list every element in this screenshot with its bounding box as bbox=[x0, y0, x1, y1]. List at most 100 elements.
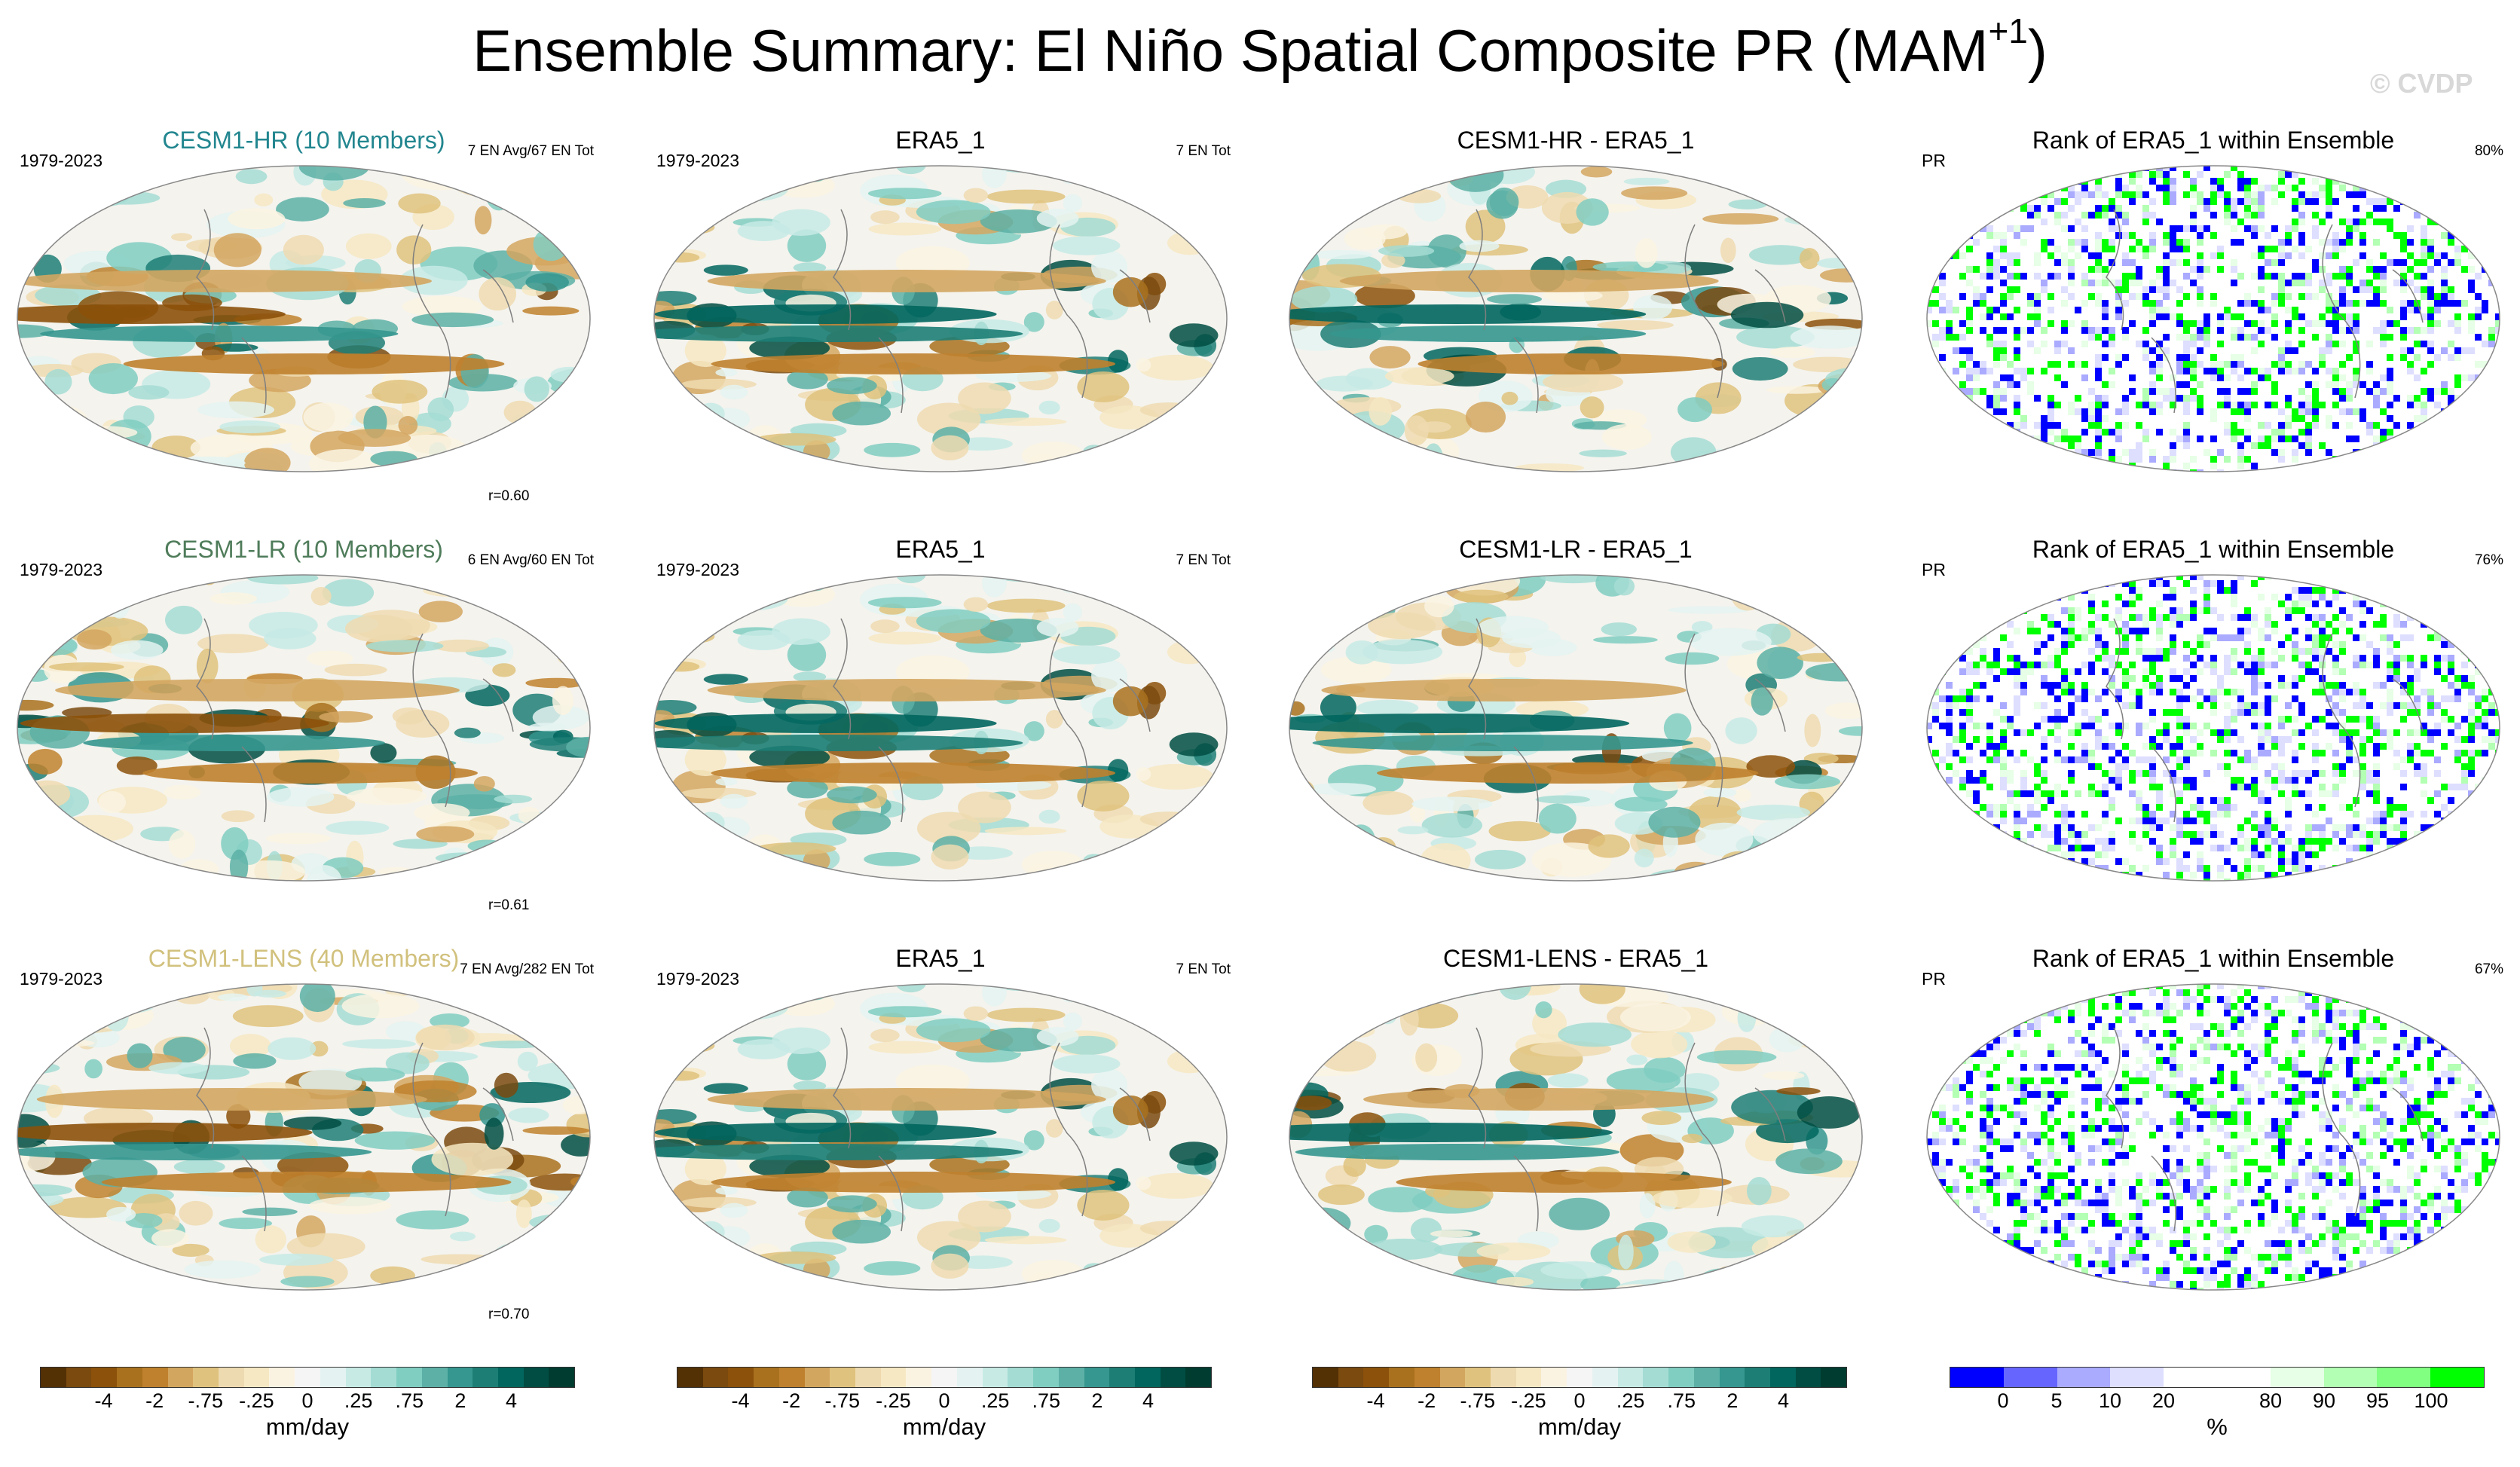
colorbar-tick-label: -.25 bbox=[239, 1389, 274, 1412]
colorbar-tick-label: -4 bbox=[1366, 1389, 1385, 1412]
colorbar-cell bbox=[1617, 1368, 1644, 1387]
global-map bbox=[17, 983, 591, 1291]
colorbar-tick-label: -4 bbox=[731, 1389, 750, 1412]
period-label: 1979-2023 bbox=[20, 151, 102, 170]
colorbar-tick-label: -.75 bbox=[824, 1389, 861, 1412]
colorbar-cell bbox=[1389, 1368, 1414, 1387]
event-count-label: 7 EN Avg/282 EN Tot bbox=[460, 961, 594, 977]
colorbar-cell bbox=[1439, 1368, 1466, 1387]
event-count-label: 7 EN Tot bbox=[1176, 552, 1231, 568]
panel-title: ERA5_1 bbox=[895, 127, 986, 154]
colorbar-tick-label: .75 bbox=[395, 1389, 424, 1412]
panel-diff-lr: CESM1-LR - ERA5_1 bbox=[1278, 536, 1873, 935]
colorbar-cell bbox=[497, 1368, 524, 1387]
colorbar-tick-label: -.75 bbox=[188, 1389, 224, 1412]
colorbar-tick-label: 20 bbox=[2151, 1389, 2176, 1412]
colorbar-cells bbox=[677, 1367, 1212, 1388]
colorbar-tick-label: 2 bbox=[454, 1389, 466, 1412]
colorbar-cell bbox=[754, 1368, 779, 1387]
variable-label: PR bbox=[1922, 969, 1946, 989]
panel-obs-3: ERA5_1 1979-2023 7 EN Tot bbox=[643, 945, 1238, 1344]
colorbar-ticks: -4 -2 -.75 -.25 0 .25 .75 2 4 bbox=[1312, 1389, 1847, 1417]
panel-title: CESM1-LR (10 Members) bbox=[164, 536, 443, 563]
colorbar-cell bbox=[1185, 1368, 1212, 1387]
period-label: 1979-2023 bbox=[20, 560, 102, 579]
colorbar-cell bbox=[1592, 1368, 1618, 1387]
colorbar-cell bbox=[1769, 1368, 1796, 1387]
colorbar-cell bbox=[371, 1368, 397, 1387]
colorbar-cell bbox=[295, 1368, 320, 1387]
colorbar-cells bbox=[40, 1367, 575, 1388]
colorbar-cell bbox=[677, 1368, 703, 1387]
colorbar-cell bbox=[1515, 1368, 1542, 1387]
colorbar-tick-label: 0 bbox=[938, 1389, 950, 1412]
colorbar-tick-label: 4 bbox=[1142, 1389, 1154, 1412]
colorbar-cells bbox=[1950, 1367, 2485, 1388]
colorbar-tick-label: 10 bbox=[2098, 1389, 2122, 1412]
colorbar-cell bbox=[728, 1368, 754, 1387]
global-map bbox=[1289, 574, 1863, 882]
colorbar-tick-label: -.25 bbox=[1511, 1389, 1546, 1412]
colorbar-cell bbox=[855, 1368, 881, 1387]
colorbar-cell bbox=[1693, 1368, 1720, 1387]
colorbar-cell bbox=[167, 1368, 194, 1387]
colorbar-cell bbox=[1414, 1368, 1440, 1387]
colorbar-cell bbox=[117, 1368, 142, 1387]
colorbar-tick-label: 2 bbox=[1091, 1389, 1103, 1412]
global-map bbox=[17, 574, 591, 882]
correlation-label: r=0.61 bbox=[488, 897, 530, 913]
colorbar-tick-label: .25 bbox=[980, 1389, 1010, 1412]
colorbar-tick-label: 100 bbox=[2414, 1389, 2448, 1412]
colorbar-cell bbox=[1541, 1368, 1567, 1387]
variable-label: PR bbox=[1922, 560, 1946, 579]
panel-rank-hr: Rank of ERA5_1 within Ensemble PR 80% bbox=[1916, 127, 2511, 526]
period-label: 1979-2023 bbox=[656, 151, 739, 170]
percent-label: 80% bbox=[2474, 143, 2503, 159]
colorbar-cell bbox=[193, 1368, 219, 1387]
colorbar-tick-label: .25 bbox=[1616, 1389, 1645, 1412]
colorbar-units: mm/day bbox=[1537, 1414, 1622, 1440]
colorbar-tick-label: -2 bbox=[145, 1389, 164, 1412]
colorbar-cell bbox=[396, 1368, 422, 1387]
global-map bbox=[1926, 574, 2500, 882]
colorbar-obs: -4 -2 -.75 -.25 0 .25 .75 2 4 mm/day bbox=[677, 1367, 1212, 1441]
colorbar-tick-label: 4 bbox=[1777, 1389, 1789, 1412]
panel-title: CESM1-HR - ERA5_1 bbox=[1457, 127, 1695, 154]
colorbar-tick-label: 5 bbox=[2051, 1389, 2063, 1412]
colorbar-cell bbox=[1491, 1368, 1516, 1387]
global-map bbox=[653, 165, 1228, 472]
global-map bbox=[653, 574, 1228, 882]
colorbar-tick-label: 0 bbox=[1997, 1389, 2009, 1412]
colorbar-cell bbox=[778, 1368, 805, 1387]
panel-title: ERA5_1 bbox=[895, 945, 986, 972]
colorbar-tick-label: -4 bbox=[94, 1389, 113, 1412]
panel-rank-lens: Rank of ERA5_1 within Ensemble PR 67% bbox=[1916, 945, 2511, 1344]
colorbar-cell bbox=[2110, 1368, 2164, 1387]
colorbar-cell bbox=[523, 1368, 549, 1387]
panel-model-hr: CESM1-HR (10 Members) 1979-2023 7 EN Avg… bbox=[6, 127, 601, 526]
colorbar-tick-label: 90 bbox=[2312, 1389, 2336, 1412]
colorbar-rank: 0 5 10 20 80 90 95 100 % bbox=[1950, 1367, 2485, 1441]
event-count-label: 7 EN Avg/67 EN Tot bbox=[467, 143, 594, 159]
colorbar-cell bbox=[1363, 1368, 1390, 1387]
colorbar-tick-label: .75 bbox=[1032, 1389, 1061, 1412]
colorbar-cell bbox=[880, 1368, 907, 1387]
variable-label: PR bbox=[1922, 151, 1946, 170]
panel-title: CESM1-LENS (40 Members) bbox=[148, 945, 460, 972]
colorbar-cell bbox=[2164, 1368, 2217, 1387]
colorbar-tick-label: -.75 bbox=[1460, 1389, 1496, 1412]
panel-obs-2: ERA5_1 1979-2023 7 EN Tot bbox=[643, 536, 1238, 935]
colorbar-cell bbox=[1950, 1368, 2004, 1387]
colorbar-cells bbox=[1312, 1367, 1847, 1388]
panel-model-lr: CESM1-LR (10 Members) 1979-2023 6 EN Avg… bbox=[6, 536, 601, 935]
panel-model-lens: CESM1-LENS (40 Members) 1979-2023 7 EN A… bbox=[6, 945, 601, 1344]
event-count-label: 7 EN Tot bbox=[1176, 961, 1231, 977]
colorbar-cell bbox=[804, 1368, 830, 1387]
colorbar-cell bbox=[2003, 1368, 2057, 1387]
panel-obs-1: ERA5_1 1979-2023 7 EN Tot bbox=[643, 127, 1238, 526]
correlation-label: r=0.60 bbox=[488, 488, 530, 504]
panel-title: Rank of ERA5_1 within Ensemble bbox=[2032, 536, 2395, 563]
correlation-label: r=0.70 bbox=[488, 1307, 530, 1322]
colorbar-cell bbox=[830, 1368, 856, 1387]
event-count-label: 7 EN Tot bbox=[1176, 143, 1231, 159]
